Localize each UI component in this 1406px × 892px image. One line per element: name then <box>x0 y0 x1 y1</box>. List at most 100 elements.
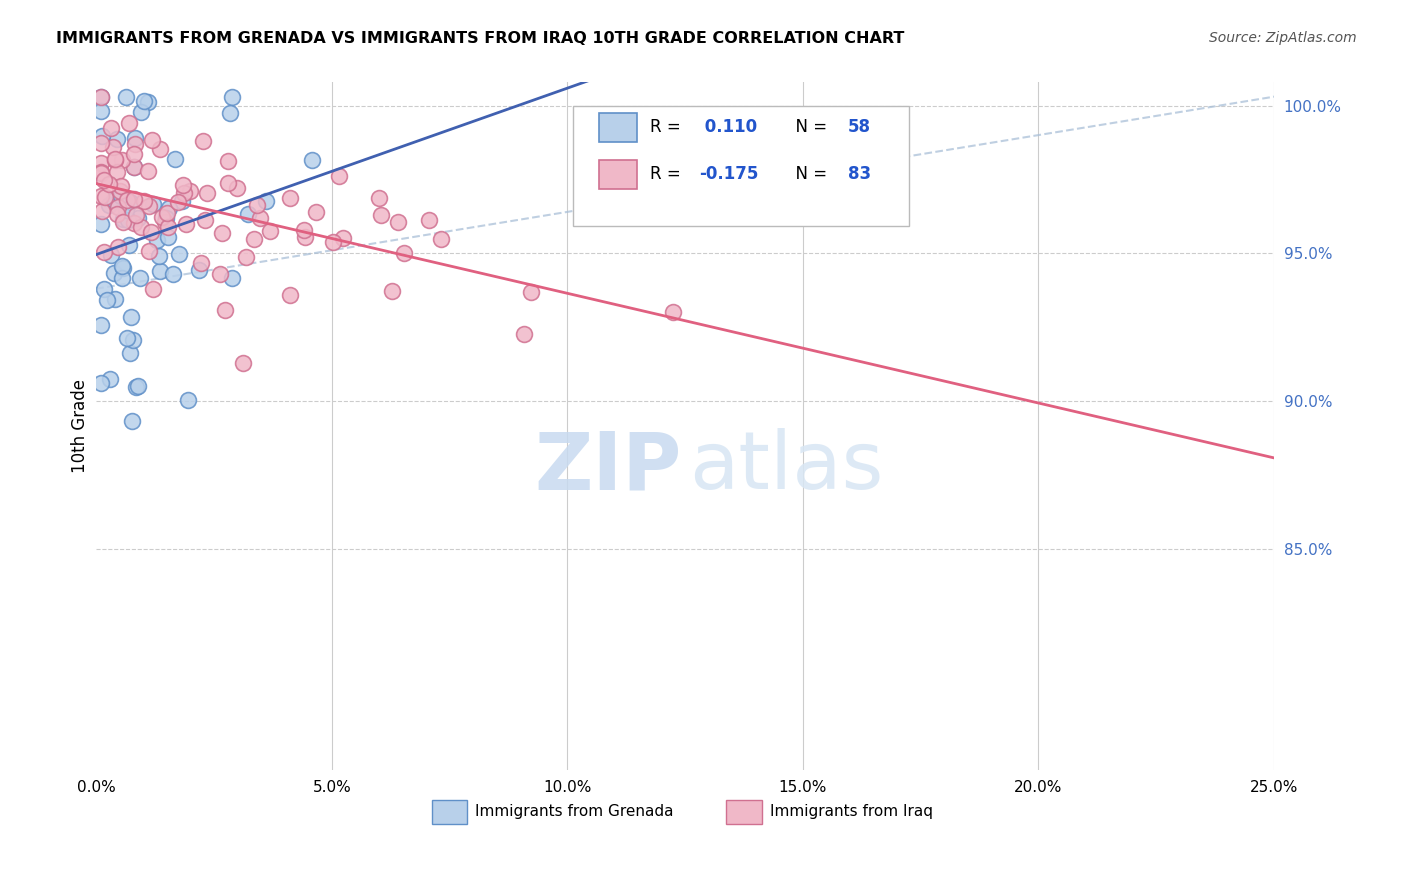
Point <box>173 186 195 200</box>
Point <box>662 305 685 319</box>
Point <box>111 212 134 227</box>
Point <box>129 219 152 234</box>
Point <box>107 200 129 214</box>
Point <box>90 318 112 333</box>
Point <box>98 197 121 211</box>
Point <box>367 190 389 204</box>
Point <box>112 215 135 229</box>
Point <box>138 199 160 213</box>
Point <box>105 207 128 221</box>
Point <box>217 154 239 169</box>
Text: Immigrants from Grenada: Immigrants from Grenada <box>475 804 673 819</box>
Point <box>90 128 112 143</box>
Point <box>117 193 139 207</box>
Point <box>167 247 190 261</box>
Point <box>170 194 193 209</box>
Point <box>249 211 271 225</box>
Point <box>156 206 179 220</box>
Point <box>124 136 146 151</box>
Point <box>93 283 115 297</box>
Point <box>142 282 165 296</box>
Point <box>163 152 186 166</box>
Text: Immigrants from Iraq: Immigrants from Iraq <box>770 804 934 819</box>
Point <box>122 147 145 161</box>
Point <box>98 372 121 386</box>
Point <box>221 89 243 103</box>
Point <box>115 203 138 218</box>
Point <box>122 161 145 175</box>
Point <box>132 194 155 208</box>
Point <box>138 244 160 258</box>
Point <box>108 184 131 198</box>
Point <box>162 267 184 281</box>
Point <box>124 160 146 174</box>
Point <box>111 270 134 285</box>
Point <box>392 246 415 260</box>
Text: R =: R = <box>650 119 686 136</box>
Point <box>136 164 159 178</box>
Point <box>301 153 323 167</box>
Point <box>157 230 180 244</box>
Point <box>118 238 141 252</box>
Point <box>90 136 112 150</box>
Point <box>150 210 173 224</box>
Point <box>153 215 176 229</box>
Point <box>90 156 112 170</box>
Point <box>176 217 198 231</box>
Point <box>120 195 142 210</box>
Point <box>107 240 129 254</box>
Point <box>94 190 117 204</box>
Point <box>221 271 243 285</box>
Text: R =: R = <box>650 165 686 183</box>
Point <box>134 95 156 109</box>
Point <box>232 356 254 370</box>
Point <box>90 166 112 180</box>
Point <box>322 235 344 250</box>
Point <box>90 189 112 203</box>
Point <box>104 153 127 167</box>
Point <box>120 346 142 360</box>
Text: ZIP: ZIP <box>534 428 682 507</box>
Point <box>141 133 163 147</box>
Point <box>120 310 142 325</box>
FancyBboxPatch shape <box>599 160 637 188</box>
Point <box>149 264 172 278</box>
Point <box>418 212 440 227</box>
Point <box>124 192 146 206</box>
Point <box>100 248 122 262</box>
Point <box>139 225 162 239</box>
Point <box>90 204 112 219</box>
Point <box>124 131 146 145</box>
Point <box>242 232 264 246</box>
Point <box>332 231 354 245</box>
Point <box>103 193 125 207</box>
Point <box>118 116 141 130</box>
Point <box>194 213 217 227</box>
Point <box>292 223 315 237</box>
Point <box>235 251 257 265</box>
Point <box>280 191 302 205</box>
FancyBboxPatch shape <box>727 799 762 823</box>
Point <box>115 89 138 103</box>
Point <box>125 208 148 222</box>
Point <box>124 379 146 393</box>
Point <box>328 169 350 184</box>
Point <box>112 260 135 275</box>
Point <box>90 89 112 103</box>
FancyBboxPatch shape <box>432 799 467 823</box>
Point <box>121 414 143 428</box>
Text: IMMIGRANTS FROM GRENADA VS IMMIGRANTS FROM IRAQ 10TH GRADE CORRELATION CHART: IMMIGRANTS FROM GRENADA VS IMMIGRANTS FR… <box>56 31 904 46</box>
Point <box>179 185 201 199</box>
Point <box>148 249 170 263</box>
Point <box>188 262 211 277</box>
Text: 83: 83 <box>848 165 870 183</box>
Point <box>110 178 132 193</box>
Point <box>155 211 177 226</box>
Point <box>90 376 112 390</box>
Point <box>280 288 302 302</box>
FancyBboxPatch shape <box>574 106 908 227</box>
Point <box>142 196 165 211</box>
Text: 58: 58 <box>848 119 870 136</box>
Point <box>136 95 159 109</box>
Point <box>172 178 194 193</box>
